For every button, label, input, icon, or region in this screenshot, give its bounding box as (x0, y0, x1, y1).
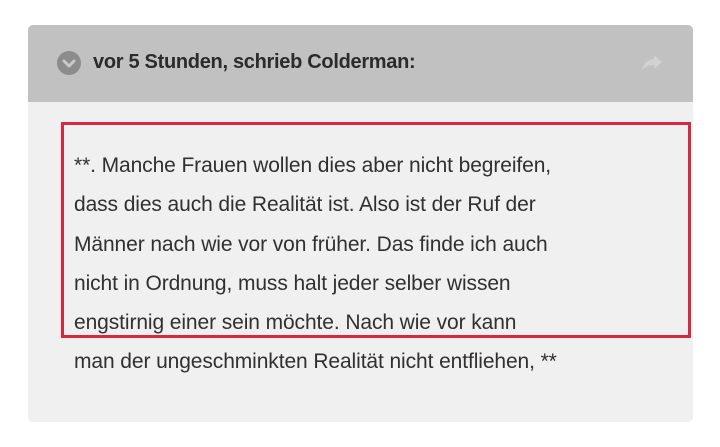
chevron-down-icon[interactable] (57, 51, 81, 75)
quote-block: vor 5 Stunden, schrieb Colderman: **. Ma… (28, 25, 693, 422)
quote-line: nicht in Ordnung, muss halt jeder selber… (74, 271, 511, 295)
quote-line: engstirnig einer sein möchte. Nach wie v… (74, 311, 517, 335)
quote-header: vor 5 Stunden, schrieb Colderman: (28, 25, 693, 102)
quote-line: dass dies auch die Realität ist. Also is… (74, 193, 536, 217)
quote-line: **. Manche Frauen wollen dies aber nicht… (74, 154, 552, 177)
quote-line: man der ungeschminkten Realität nicht en… (74, 350, 557, 374)
quote-body: **. Manche Frauen wollen dies aber nicht… (74, 146, 674, 382)
share-arrow-icon[interactable] (640, 53, 664, 78)
quote-attribution[interactable]: vor 5 Stunden, schrieb Colderman: (93, 51, 416, 73)
quote-line: Männer nach wie vor von früher. Das find… (74, 232, 548, 256)
